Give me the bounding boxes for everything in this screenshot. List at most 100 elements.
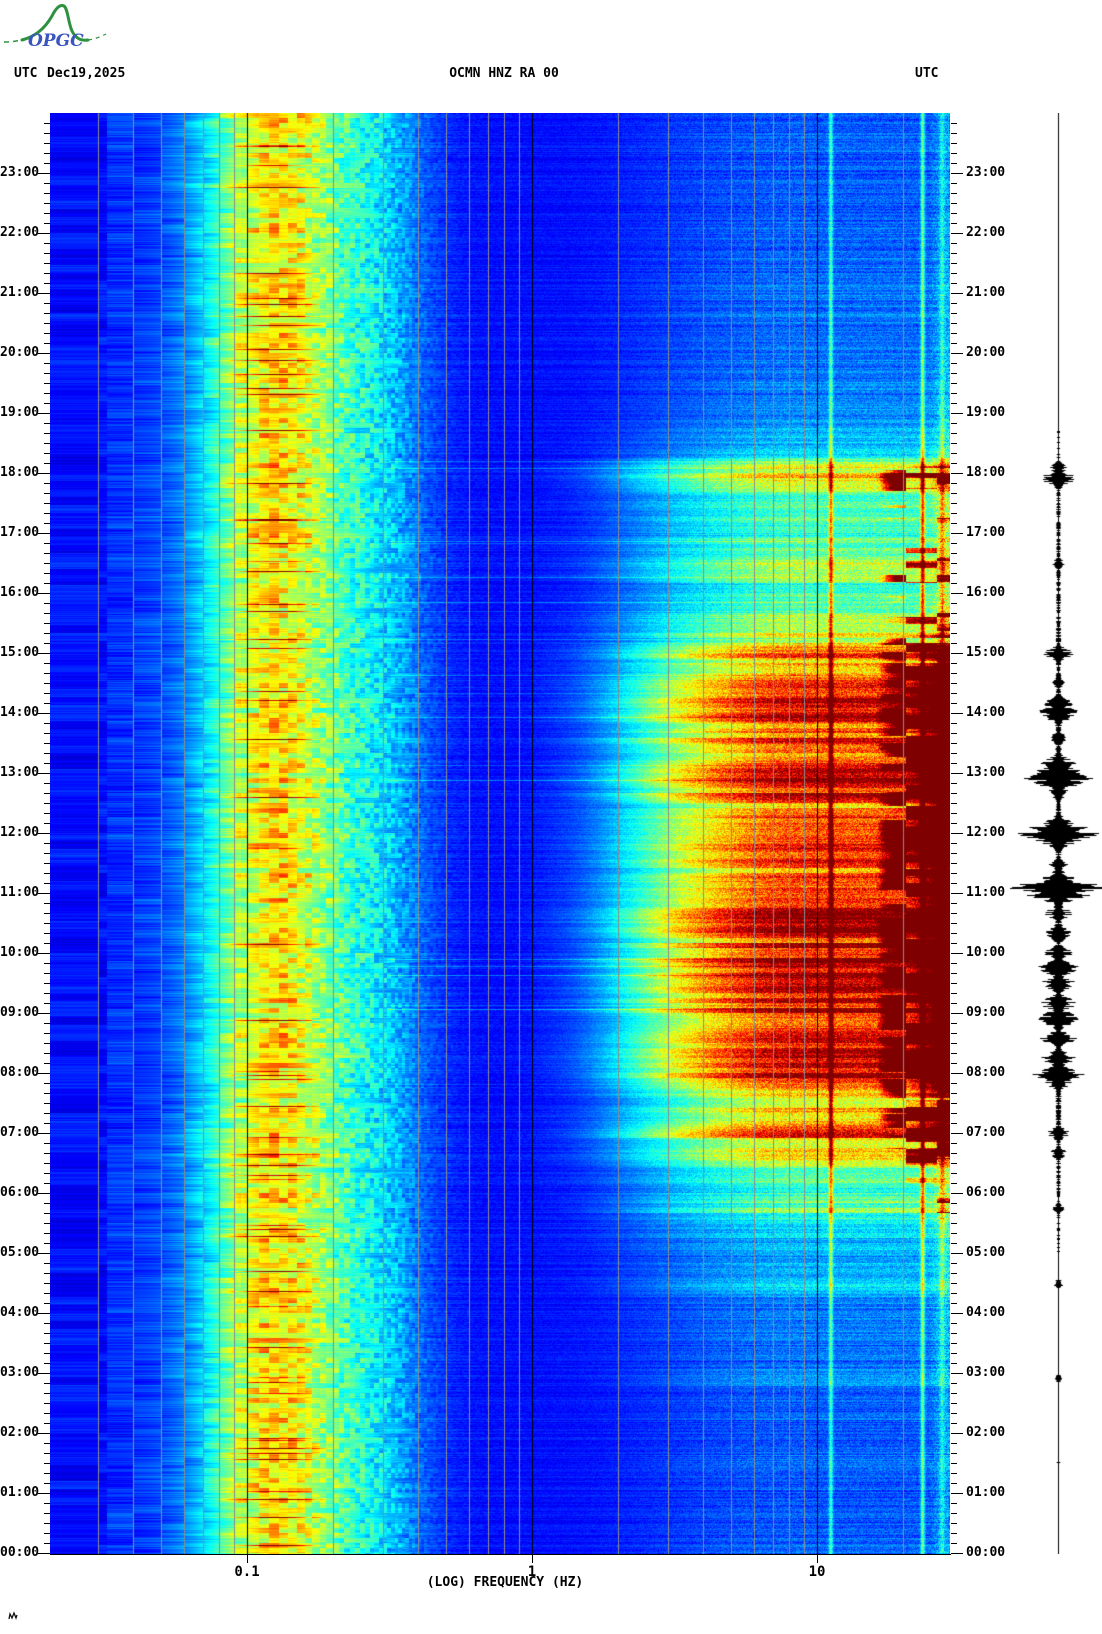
y-tick-right: [951, 1463, 957, 1464]
y-tick-right: [951, 143, 957, 144]
y-tick-right: [951, 793, 957, 794]
y-tick-right: [951, 1243, 957, 1244]
hour-label-left: 02:00: [0, 1425, 40, 1440]
y-tick-left: [38, 1553, 50, 1554]
y-tick-right: [951, 723, 957, 724]
y-tick-left: [44, 1523, 50, 1524]
y-tick-right: [951, 833, 963, 834]
y-tick-left: [44, 1403, 50, 1404]
y-tick-left: [44, 153, 50, 154]
spectrogram-canvas: [50, 113, 950, 1554]
y-tick-left: [44, 493, 50, 494]
y-tick-right: [951, 1333, 957, 1334]
y-tick-right: [951, 483, 957, 484]
x-tick: [247, 1554, 248, 1563]
y-tick-left: [44, 1543, 50, 1544]
y-tick-left: [38, 1493, 50, 1494]
y-tick-left: [44, 143, 50, 144]
y-tick-right: [951, 193, 957, 194]
y-tick-left: [44, 803, 50, 804]
y-tick-right: [951, 363, 957, 364]
y-tick-left: [44, 563, 50, 564]
hour-label-right: 14:00: [966, 705, 1006, 720]
y-tick-left: [44, 1323, 50, 1324]
y-tick-right: [951, 133, 957, 134]
y-tick-left: [44, 1233, 50, 1234]
y-tick-left: [38, 233, 50, 234]
y-tick-left: [44, 1473, 50, 1474]
hour-label-right: 11:00: [966, 885, 1006, 900]
y-tick-left: [44, 763, 50, 764]
y-tick-right: [951, 1063, 957, 1064]
y-tick-right: [951, 383, 957, 384]
y-tick-right: [951, 843, 957, 844]
y-tick-right: [951, 1133, 963, 1134]
hour-label-right: 02:00: [966, 1425, 1006, 1440]
y-tick-right: [951, 1183, 957, 1184]
hour-label-right: 21:00: [966, 285, 1006, 300]
y-tick-left: [38, 473, 50, 474]
y-tick-right: [951, 623, 957, 624]
logo-dash-right: [87, 33, 107, 41]
y-tick-right: [951, 653, 963, 654]
y-tick-left: [44, 1143, 50, 1144]
y-tick-left: [44, 363, 50, 364]
y-tick-left: [44, 373, 50, 374]
y-tick-left: [44, 553, 50, 554]
y-tick-right: [951, 663, 957, 664]
y-tick-right: [951, 533, 963, 534]
y-tick-right: [951, 163, 957, 164]
y-tick-left: [44, 333, 50, 334]
y-tick-left: [44, 483, 50, 484]
y-tick-left: [38, 173, 50, 174]
y-tick-left: [44, 933, 50, 934]
y-tick-left: [44, 433, 50, 434]
x-tick-label: 1: [527, 1564, 537, 1580]
y-tick-left: [44, 693, 50, 694]
y-tick-left: [44, 1263, 50, 1264]
y-tick-left: [44, 923, 50, 924]
y-tick-left: [44, 343, 50, 344]
hour-label-right: 18:00: [966, 465, 1006, 480]
y-tick-right: [951, 1293, 957, 1294]
y-tick-right: [951, 323, 957, 324]
hour-label-left: 07:00: [0, 1125, 40, 1140]
utc-label-right: UTC: [915, 66, 939, 81]
y-tick-right: [951, 1113, 957, 1114]
y-tick-right: [951, 353, 963, 354]
y-tick-right: [951, 1473, 957, 1474]
hour-label-right: 03:00: [966, 1365, 1006, 1380]
hour-label-right: 12:00: [966, 825, 1006, 840]
y-tick-left: [38, 1133, 50, 1134]
y-tick-right: [951, 303, 957, 304]
y-tick-left: [44, 1203, 50, 1204]
y-tick-left: [44, 573, 50, 574]
y-tick-right: [951, 263, 957, 264]
y-tick-right: [951, 1223, 957, 1224]
y-tick-left: [44, 1283, 50, 1284]
y-tick-left: [44, 1453, 50, 1454]
y-tick-right: [951, 1253, 963, 1254]
y-tick-left: [44, 1033, 50, 1034]
y-tick-right: [951, 233, 963, 234]
y-tick-right: [951, 823, 957, 824]
y-tick-right: [951, 1433, 963, 1434]
y-tick-right: [951, 1323, 957, 1324]
y-tick-left: [44, 443, 50, 444]
y-tick-right: [951, 983, 957, 984]
hour-label-left: 12:00: [0, 825, 40, 840]
hour-label-left: 03:00: [0, 1365, 40, 1380]
y-tick-left: [44, 943, 50, 944]
y-tick-right: [951, 313, 957, 314]
y-tick-right: [951, 743, 957, 744]
y-tick-left: [44, 703, 50, 704]
y-tick-right: [951, 773, 963, 774]
hour-label-right: 13:00: [966, 765, 1006, 780]
y-tick-right: [951, 1523, 957, 1524]
y-tick-right: [951, 783, 957, 784]
hour-label-right: 23:00: [966, 165, 1006, 180]
y-tick-left: [44, 213, 50, 214]
y-tick-right: [951, 953, 963, 954]
y-tick-right: [951, 473, 963, 474]
plot-title: OCMN HNZ RA 00: [449, 66, 559, 81]
